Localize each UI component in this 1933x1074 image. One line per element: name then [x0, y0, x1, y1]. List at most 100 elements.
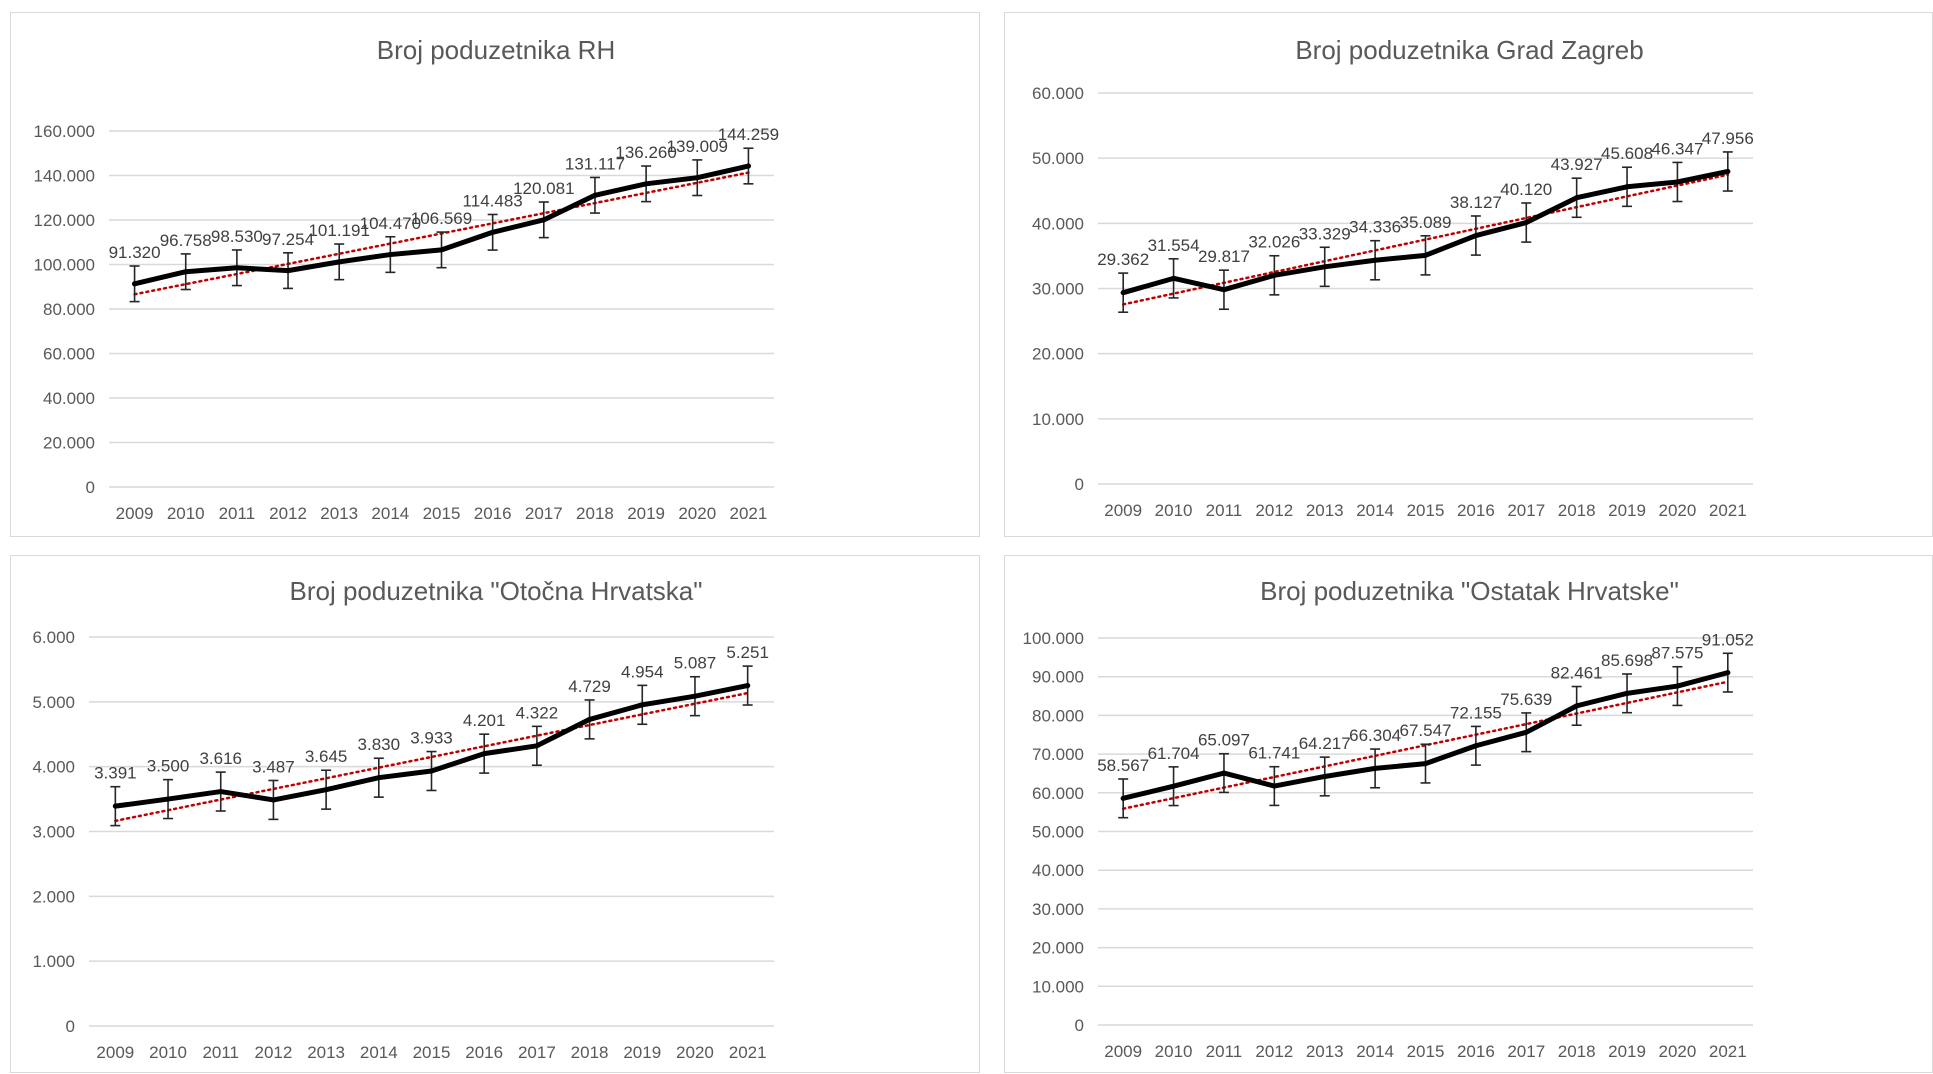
- data-label: 91.320: [109, 243, 161, 262]
- data-label: 101.191: [308, 221, 369, 240]
- x-tick-label: 2020: [676, 1043, 714, 1062]
- y-tick-label: 140.000: [34, 167, 95, 186]
- data-point: [429, 768, 434, 774]
- data-point: [587, 716, 593, 722]
- y-tick-label: 50.000: [1032, 823, 1084, 842]
- data-point: [534, 743, 540, 749]
- data-label: 106.569: [411, 209, 472, 228]
- y-tick-label: 30.000: [1032, 280, 1084, 299]
- data-label: 29.362: [1097, 250, 1149, 269]
- data-label: 5.087: [674, 654, 717, 673]
- data-label: 3.487: [252, 757, 295, 776]
- data-point: [1624, 690, 1630, 696]
- data-point: [165, 796, 171, 802]
- data-point: [1271, 272, 1277, 278]
- y-tick-label: 40.000: [1032, 861, 1084, 880]
- chart-panel-ostatak-hrvatske: Broj poduzetnika "Ostatak Hrvatske" 0 10.0…: [1004, 555, 1933, 1073]
- y-tick-label: 120.000: [34, 211, 95, 230]
- data-point: [112, 803, 118, 809]
- x-tick-label: 2014: [1356, 1042, 1394, 1061]
- data-point: [439, 247, 444, 253]
- x-tick-label: 2009: [96, 1043, 134, 1062]
- data-label: 131.117: [565, 154, 625, 173]
- data-point: [323, 787, 329, 793]
- x-tick-label: 2016: [1457, 1042, 1495, 1061]
- y-tick-label: 160.000: [34, 122, 95, 141]
- y-tick-label: 50.000: [1032, 149, 1084, 168]
- y-tick-label: 0: [1075, 1016, 1084, 1035]
- data-label: 32.026: [1248, 233, 1300, 252]
- data-label: 46.347: [1651, 139, 1703, 158]
- x-tick-label: 2018: [576, 504, 614, 523]
- x-tick-label: 2019: [627, 504, 665, 523]
- data-point: [376, 775, 382, 781]
- x-tick-label: 2011: [219, 504, 256, 523]
- x-tick-label: 2009: [1104, 501, 1142, 520]
- data-point: [1372, 257, 1378, 263]
- x-tick-label: 2013: [307, 1043, 345, 1062]
- y-tick-label: 10.000: [1032, 977, 1084, 996]
- x-tick-label: 2015: [423, 504, 461, 523]
- data-label: 29.817: [1198, 247, 1250, 266]
- data-label: 98.530: [211, 227, 263, 246]
- y-tick-label: 90.000: [1032, 668, 1084, 687]
- data-label: 4.322: [516, 703, 559, 722]
- data-point: [1120, 290, 1126, 296]
- data-label: 3.500: [147, 757, 190, 776]
- data-label: 144.259: [718, 125, 779, 144]
- chart-panel-grad-zagreb: Broj poduzetnika Grad Zagreb 0 10.000 20.00…: [1004, 12, 1933, 537]
- y-tick-label: 100.000: [34, 256, 95, 275]
- y-tick-label: 2.000: [32, 887, 75, 906]
- y-tick-label: 4.000: [32, 758, 75, 777]
- x-tick-label: 2017: [525, 504, 563, 523]
- data-label: 3.830: [358, 735, 401, 754]
- x-tick-label: 2013: [1306, 1042, 1344, 1061]
- data-point: [745, 163, 751, 169]
- data-label: 91.052: [1702, 630, 1754, 649]
- data-point: [1221, 770, 1227, 776]
- data-label: 96.758: [160, 231, 212, 250]
- data-point: [1725, 670, 1731, 676]
- data-point: [692, 693, 698, 699]
- y-tick-label: 60.000: [1032, 84, 1084, 103]
- y-tick-label: 6.000: [32, 628, 75, 647]
- data-label: 5.251: [726, 643, 769, 662]
- data-label: 87.575: [1651, 644, 1703, 663]
- y-tick-label: 5.000: [32, 693, 75, 712]
- data-label: 31.554: [1148, 236, 1200, 255]
- x-tick-label: 2012: [1255, 1042, 1293, 1061]
- data-label: 82.461: [1551, 664, 1603, 683]
- data-point: [1322, 773, 1328, 779]
- y-tick-label: 80.000: [1032, 706, 1084, 725]
- data-point: [183, 269, 189, 275]
- x-tick-label: 2011: [1206, 501, 1243, 520]
- data-label: 47.956: [1702, 129, 1754, 148]
- data-point: [541, 217, 547, 223]
- data-label: 97.254: [262, 230, 314, 249]
- data-point: [1674, 179, 1680, 185]
- x-tick-label: 2010: [1155, 501, 1193, 520]
- x-tick-label: 2014: [1356, 501, 1394, 520]
- y-tick-label: 100.000: [1023, 629, 1084, 648]
- y-tick-label: 60.000: [1032, 784, 1084, 803]
- chart-svg-ostatak-hrvatske: Broj poduzetnika "Ostatak Hrvatske" 0 10.0…: [1023, 576, 1754, 1061]
- x-tick-label: 2010: [167, 504, 205, 523]
- x-tick-label: 2021: [1709, 501, 1747, 520]
- x-tick-label: 2019: [1608, 1042, 1646, 1061]
- data-point: [1725, 168, 1731, 174]
- y-tick-label: 40.000: [1032, 214, 1084, 233]
- y-tick-label: 1.000: [32, 952, 75, 971]
- data-label: 114.483: [463, 191, 523, 210]
- data-label: 33.329: [1299, 224, 1351, 243]
- data-label: 4.729: [568, 677, 611, 696]
- y-tick-label: 20.000: [43, 434, 95, 453]
- x-tick-label: 2014: [360, 1043, 398, 1062]
- chart-title: Broj poduzetnika "Ostatak Hrvatske": [1260, 576, 1679, 606]
- data-label: 4.954: [621, 662, 664, 681]
- data-point: [1171, 275, 1177, 281]
- data-label: 104.470: [360, 214, 421, 233]
- data-point: [1523, 729, 1529, 735]
- x-tick-label: 2021: [729, 1043, 767, 1062]
- x-tick-label: 2020: [678, 504, 716, 523]
- chart-title: Broj poduzetnika "Otočna Hrvatska": [290, 576, 703, 606]
